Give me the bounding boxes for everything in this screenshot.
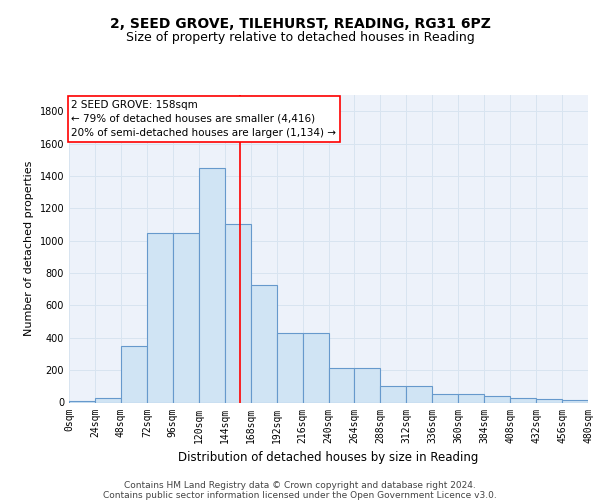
Bar bbox=[484, 396, 510, 402]
Bar bbox=[277, 333, 302, 402]
Text: 2, SEED GROVE, TILEHURST, READING, RG31 6PZ: 2, SEED GROVE, TILEHURST, READING, RG31 … bbox=[110, 18, 490, 32]
Bar bbox=[95, 398, 121, 402]
Bar bbox=[121, 346, 147, 403]
Bar bbox=[355, 368, 380, 402]
Bar bbox=[173, 232, 199, 402]
Text: Size of property relative to detached houses in Reading: Size of property relative to detached ho… bbox=[125, 32, 475, 44]
Bar bbox=[536, 400, 562, 402]
Bar bbox=[458, 394, 484, 402]
Bar bbox=[251, 285, 277, 403]
X-axis label: Distribution of detached houses by size in Reading: Distribution of detached houses by size … bbox=[178, 451, 479, 464]
Bar bbox=[406, 386, 432, 402]
Bar bbox=[225, 224, 251, 402]
Bar bbox=[562, 400, 588, 402]
Bar bbox=[147, 232, 173, 402]
Text: 2 SEED GROVE: 158sqm
← 79% of detached houses are smaller (4,416)
20% of semi-de: 2 SEED GROVE: 158sqm ← 79% of detached h… bbox=[71, 100, 336, 138]
Bar bbox=[302, 333, 329, 402]
Bar bbox=[432, 394, 458, 402]
Text: Contains HM Land Registry data © Crown copyright and database right 2024.: Contains HM Land Registry data © Crown c… bbox=[124, 481, 476, 490]
Bar bbox=[510, 398, 536, 402]
Text: Contains public sector information licensed under the Open Government Licence v3: Contains public sector information licen… bbox=[103, 491, 497, 500]
Bar bbox=[329, 368, 355, 402]
Bar bbox=[199, 168, 224, 402]
Bar bbox=[69, 401, 95, 402]
Y-axis label: Number of detached properties: Number of detached properties bbox=[24, 161, 34, 336]
Bar bbox=[380, 386, 406, 402]
